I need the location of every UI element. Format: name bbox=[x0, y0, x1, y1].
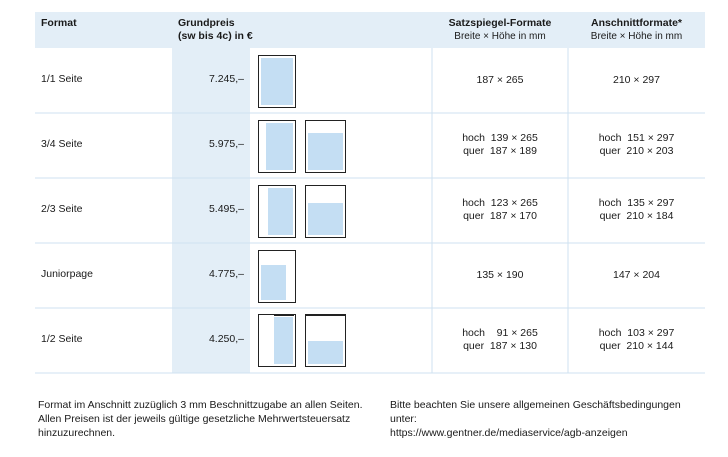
header-price: Grundpreis (sw bis 4c) in € bbox=[178, 17, 253, 43]
footnote-left: Format im Anschnitt zuzüglich 3 mm Besch… bbox=[38, 398, 378, 440]
price-cell: 5.495,– bbox=[208, 203, 244, 215]
header-line: Grundpreis bbox=[178, 17, 235, 29]
anschnitt-cell: hoch 103 × 297 bbox=[598, 327, 675, 339]
header-line: Breite × Höhe in mm bbox=[590, 31, 683, 42]
footnote-line: Bitte beachten Sie unsere allgemeinen Ge… bbox=[390, 399, 681, 425]
format-cell: 3/4 Seite bbox=[41, 138, 83, 150]
anschnitt-cell: 147 × 204 bbox=[612, 268, 660, 281]
row-lines bbox=[35, 48, 705, 374]
anschnitt-cell: hoch 151 × 297 bbox=[598, 132, 675, 144]
footnote-line: Format im Anschnitt zuzüglich 3 mm Besch… bbox=[38, 399, 363, 411]
satzspiegel-cell: hoch 139 × 265 bbox=[462, 132, 538, 144]
satzspiegel-cell: hoch 123 × 265 bbox=[462, 197, 538, 209]
satzspiegel-cell: quer 187 × 189 bbox=[463, 145, 537, 157]
anschnitt-cell: quer 210 × 184 bbox=[599, 210, 674, 222]
header-format: Format bbox=[41, 17, 77, 29]
format-cell: 1/2 Seite bbox=[41, 333, 83, 345]
header-anschnitt: Anschnittformate* Breite × Höhe in mm bbox=[568, 17, 705, 43]
footnote-line: https://www.gentner.de/mediaservice/agb-… bbox=[390, 427, 628, 439]
anschnitt-cell: hoch 135 × 297 bbox=[598, 197, 675, 209]
anschnitt-cell: 210 × 297 bbox=[612, 73, 660, 86]
satzspiegel-cell: 187 × 265 bbox=[476, 73, 524, 86]
format-cell: 2/3 Seite bbox=[41, 203, 83, 215]
satzspiegel-cell: quer 187 × 130 bbox=[463, 340, 537, 352]
header-line: Breite × Höhe in mm bbox=[454, 31, 546, 42]
header-background bbox=[35, 12, 705, 48]
format-cell: Juniorpage bbox=[41, 268, 93, 280]
price-column-background bbox=[172, 48, 250, 373]
format-cell: 1/1 Seite bbox=[41, 73, 83, 85]
footnote-line: hinzuzurechnen. bbox=[38, 427, 116, 439]
satzspiegel-cell: quer 187 × 170 bbox=[463, 210, 537, 222]
price-cell: 4.775,– bbox=[208, 268, 244, 280]
header-satzspiegel: Satzspiegel-Formate Breite × Höhe in mm bbox=[432, 17, 568, 43]
header-line: (sw bis 4c) in € bbox=[178, 30, 253, 42]
price-cell: 4.250,– bbox=[208, 333, 244, 345]
satzspiegel-cell: 135 × 190 bbox=[476, 268, 524, 281]
satzspiegel-cell: hoch 91 × 265 bbox=[462, 327, 538, 339]
price-cell: 5.975,– bbox=[208, 138, 244, 150]
price-cell: 7.245,– bbox=[208, 73, 244, 85]
footnote-right: Bitte beachten Sie unsere allgemeinen Ge… bbox=[390, 398, 710, 440]
anschnitt-cell: quer 210 × 203 bbox=[599, 145, 674, 157]
anschnitt-cell: quer 210 × 144 bbox=[599, 340, 674, 352]
header-line: Satzspiegel-Formate bbox=[448, 17, 552, 29]
format-areas bbox=[261, 58, 343, 364]
header-line: Anschnittformate* bbox=[590, 17, 682, 29]
footnote-line: Allen Preisen ist der jeweils gültige ge… bbox=[38, 413, 351, 425]
